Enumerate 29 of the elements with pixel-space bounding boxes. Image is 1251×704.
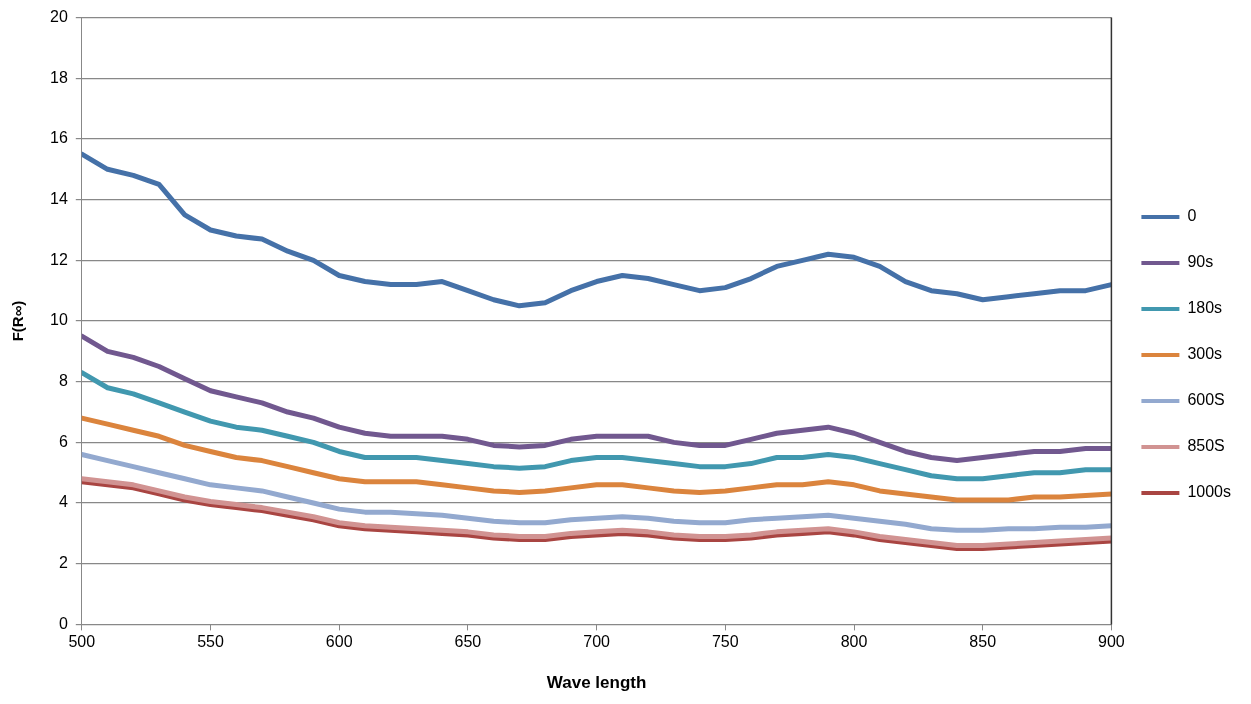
legend-label: 180s	[1187, 299, 1223, 317]
legend-label: 0	[1187, 207, 1197, 225]
legend-label: 300s	[1187, 345, 1223, 363]
x-tick-label: 800	[840, 633, 868, 651]
y-tick-label: 4	[58, 493, 68, 511]
x-tick-label: 900	[1098, 633, 1125, 651]
legend-label: 90s	[1187, 253, 1214, 271]
x-tick-label: 750	[711, 633, 739, 651]
legend-label: 1000s	[1187, 483, 1231, 501]
x-tick-label: 550	[197, 633, 224, 651]
x-tick-label: 600	[325, 633, 353, 651]
y-tick-label: 2	[58, 554, 68, 572]
y-tick-label: 14	[50, 190, 68, 208]
legend-label: 850S	[1187, 437, 1225, 455]
y-tick-label: 20	[50, 8, 68, 26]
y-tick-label: 0	[58, 614, 68, 632]
x-tick-label: 850	[969, 633, 997, 651]
x-axis-title: Wave length	[546, 673, 647, 693]
y-tick-label: 18	[50, 68, 68, 86]
x-tick-label: 700	[583, 633, 611, 651]
x-tick-label: 650	[454, 633, 482, 651]
legend-label: 600S	[1187, 391, 1225, 409]
x-tick-label: 500	[68, 633, 96, 651]
y-tick-label: 12	[50, 250, 68, 268]
y-tick-label: 16	[50, 129, 68, 147]
y-tick-label: 8	[58, 372, 68, 390]
y-axis-title: F(R∞)	[9, 300, 27, 342]
y-tick-label: 6	[58, 432, 68, 450]
y-tick-label: 10	[50, 311, 68, 329]
